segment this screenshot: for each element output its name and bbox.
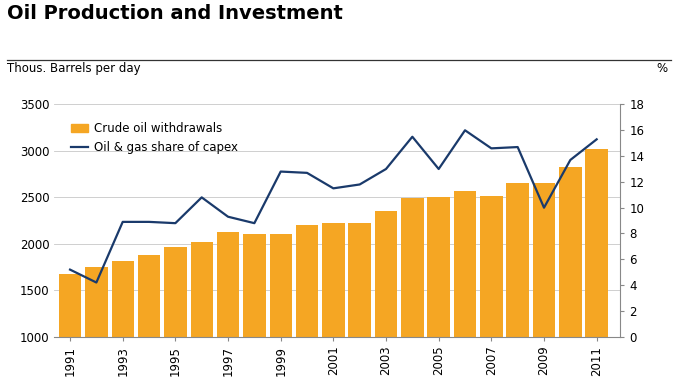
Bar bbox=[59, 274, 81, 387]
Bar bbox=[111, 260, 134, 387]
Bar bbox=[85, 267, 108, 387]
Text: %: % bbox=[657, 62, 668, 75]
Bar bbox=[217, 232, 239, 387]
Bar bbox=[191, 242, 213, 387]
Bar bbox=[269, 234, 292, 387]
Bar bbox=[586, 149, 608, 387]
Bar bbox=[322, 223, 344, 387]
Legend: Crude oil withdrawals, Oil & gas share of capex: Crude oil withdrawals, Oil & gas share o… bbox=[66, 117, 243, 159]
Bar bbox=[428, 197, 450, 387]
Text: Thous. Barrels per day: Thous. Barrels per day bbox=[7, 62, 140, 75]
Bar bbox=[506, 183, 529, 387]
Bar bbox=[296, 225, 318, 387]
Bar bbox=[559, 167, 582, 387]
Bar bbox=[243, 234, 266, 387]
Bar bbox=[454, 191, 476, 387]
Bar bbox=[480, 197, 502, 387]
Bar bbox=[533, 183, 555, 387]
Bar bbox=[401, 198, 424, 387]
Bar bbox=[375, 211, 397, 387]
Bar bbox=[138, 255, 160, 387]
Text: Oil Production and Investment: Oil Production and Investment bbox=[7, 4, 342, 23]
Bar bbox=[348, 223, 371, 387]
Bar bbox=[164, 247, 186, 387]
